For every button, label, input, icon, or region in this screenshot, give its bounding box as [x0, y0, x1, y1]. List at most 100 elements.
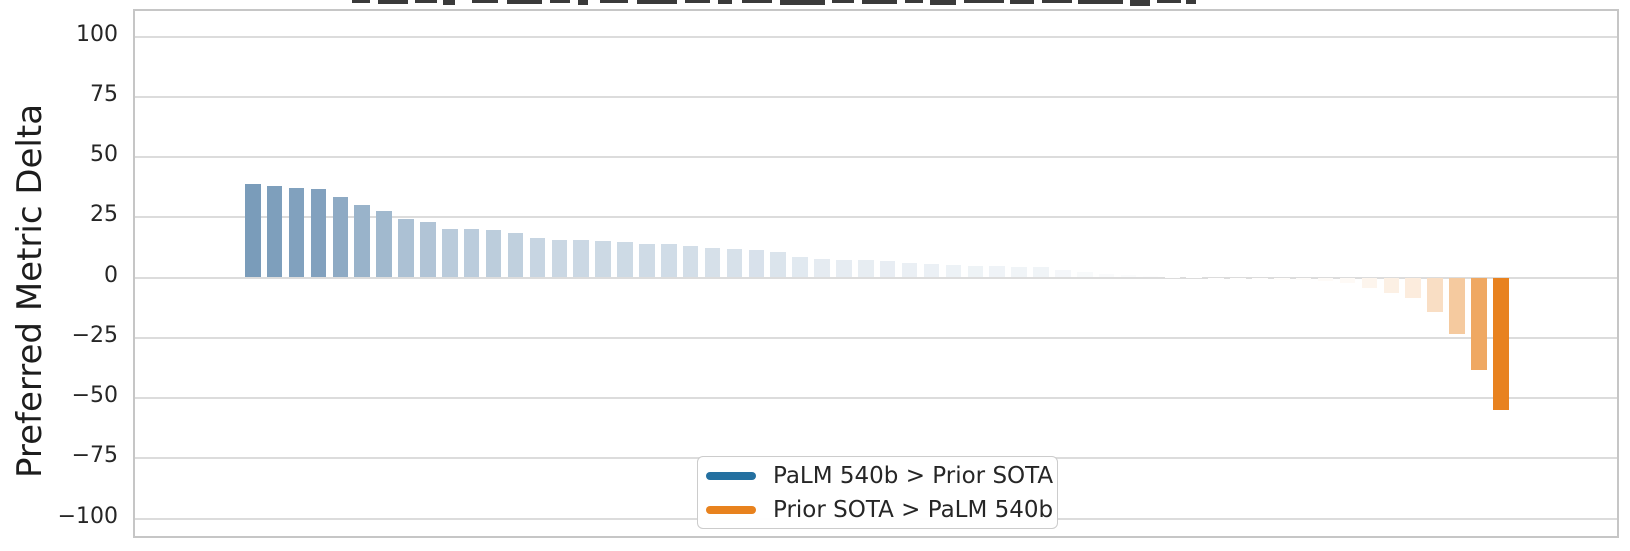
clipped-text-fragments-strip [0, 0, 1630, 8]
bar [1230, 277, 1246, 279]
clipped-text-fragment [832, 0, 854, 3]
bar [288, 188, 305, 278]
clipped-text-fragment [1157, 0, 1181, 3]
legend: PaLM 540b > Prior SOTA Prior SOTA > PaLM… [697, 456, 1058, 529]
bar [442, 228, 458, 278]
bar [748, 249, 765, 278]
bar [661, 244, 677, 278]
bar [376, 210, 392, 278]
bar [1383, 277, 1400, 294]
gridline-0 [135, 276, 1617, 279]
clipped-text-fragment [1078, 0, 1123, 4]
clipped-text-fragment [472, 0, 498, 3]
bar [1208, 277, 1224, 279]
bar [1449, 277, 1465, 334]
bar [398, 218, 414, 278]
bar [792, 256, 808, 278]
bar [945, 264, 962, 278]
bar [420, 222, 436, 278]
clipped-text-fragment [1130, 0, 1150, 6]
gridline--50 [135, 397, 1617, 399]
clipped-text-fragment [1186, 0, 1196, 4]
bar [1339, 277, 1356, 283]
y-tick-label--75: −75 [71, 443, 118, 469]
bar [266, 186, 283, 278]
clipped-text-fragment [352, 0, 370, 3]
clipped-text-fragment [1042, 0, 1072, 3]
clipped-text-fragment [578, 0, 588, 5]
clipped-text-fragment [930, 0, 956, 5]
bar [1295, 277, 1312, 281]
bar [814, 258, 830, 278]
y-tick-label--25: −25 [71, 322, 118, 348]
bar [923, 263, 940, 278]
legend-swatch-blue [706, 471, 756, 480]
bar [485, 230, 502, 278]
bar [1164, 276, 1181, 278]
y-tick-label-100: 100 [76, 21, 118, 47]
bar [1252, 277, 1268, 280]
bar [463, 229, 480, 278]
bar [551, 239, 568, 278]
bar [1033, 267, 1049, 278]
clipped-text-fragment [964, 0, 1004, 3]
gridline-25 [135, 216, 1617, 219]
bar [1055, 270, 1071, 278]
bar [1274, 277, 1290, 280]
bar [1186, 276, 1202, 278]
y-tick-label-0: 0 [104, 262, 118, 288]
y-tick-label-75: 75 [90, 81, 118, 107]
clipped-text-fragment [742, 0, 772, 3]
bar [1361, 277, 1378, 289]
bar [1120, 274, 1137, 278]
bar [1493, 277, 1509, 410]
clipped-text-fragment [862, 0, 897, 4]
bar [967, 265, 984, 278]
bar [1427, 277, 1443, 313]
clipped-text-fragment [1010, 0, 1034, 4]
bar [726, 249, 743, 278]
bar [704, 248, 721, 278]
bar [989, 266, 1005, 278]
clipped-text-fragment [600, 0, 628, 3]
clipped-text-fragment [550, 0, 570, 3]
y-tick-label-50: 50 [90, 142, 118, 167]
gridline-50 [135, 156, 1617, 158]
legend-label: PaLM 540b > Prior SOTA [773, 462, 1054, 489]
bar [1142, 275, 1159, 278]
clipped-text-fragment [443, 0, 455, 5]
clipped-text-fragment [685, 0, 710, 3]
bar [1405, 277, 1421, 298]
clipped-text-fragment [718, 0, 732, 4]
bar [573, 240, 589, 278]
bar [639, 243, 655, 278]
clipped-text-fragment [378, 0, 408, 4]
gridline--25 [135, 336, 1617, 339]
bar [1011, 266, 1027, 278]
y-tick-label-25: 25 [90, 202, 118, 228]
bar [858, 260, 874, 278]
y-tick-label--100: −100 [57, 503, 118, 529]
clipped-text-fragment [415, 0, 437, 3]
clipped-text-fragment [507, 0, 542, 4]
bar [332, 197, 349, 278]
bar [836, 259, 852, 278]
bar [354, 205, 370, 278]
bar [310, 188, 327, 278]
bar [770, 251, 786, 278]
gridline-100 [135, 35, 1617, 38]
legend-item-sota-better: Prior SOTA > PaLM 540b [698, 493, 1057, 527]
bar [901, 262, 918, 278]
y-tick-label--50: −50 [71, 383, 118, 408]
bar [595, 241, 611, 278]
gridline-75 [135, 95, 1617, 98]
legend-item-palm-better: PaLM 540b > Prior SOTA [698, 459, 1057, 493]
bar [617, 242, 633, 278]
clipped-text-fragment [637, 0, 677, 4]
bar [682, 246, 699, 278]
plot-area [133, 9, 1619, 538]
bar [1317, 277, 1334, 282]
bar [245, 183, 261, 278]
clipped-text-fragment [780, 0, 825, 5]
